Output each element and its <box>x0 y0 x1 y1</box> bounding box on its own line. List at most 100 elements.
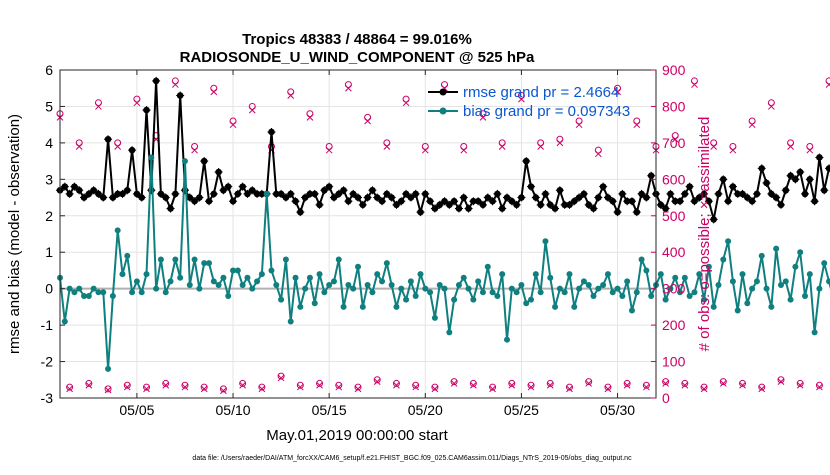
bias-point <box>504 337 510 343</box>
rmse-point-star <box>758 164 766 172</box>
bias-point <box>413 293 419 299</box>
bias-point <box>624 278 630 284</box>
bias-point <box>797 249 803 255</box>
bias-point <box>720 257 726 263</box>
bias-point <box>326 282 332 288</box>
bias-point <box>499 271 505 277</box>
obs-assimilated-point <box>807 147 813 153</box>
bias-point <box>403 297 409 303</box>
bias-point <box>687 293 693 299</box>
bias-point <box>821 260 827 266</box>
bias-point <box>783 278 789 284</box>
bias-point <box>494 293 500 299</box>
bias-point <box>119 271 125 277</box>
y-tick-label: -1 <box>41 317 54 333</box>
rmse-point-star <box>724 197 732 205</box>
bias-point <box>369 289 375 295</box>
obs-assimilated-point <box>788 144 794 150</box>
legend-bias-label: bias grand pr = 0.097343 <box>463 103 630 120</box>
bias-point <box>754 278 760 284</box>
y2-tick-label: 900 <box>662 62 686 78</box>
bias-point <box>71 289 77 295</box>
bias-point <box>485 264 491 270</box>
bias-point <box>293 275 299 281</box>
y2-tick-label: 500 <box>662 208 686 224</box>
bias-point <box>442 286 448 292</box>
bias-point <box>639 257 645 263</box>
x-tick-label: 05/30 <box>600 402 635 418</box>
bias-point <box>773 246 779 252</box>
bias-point <box>235 267 241 273</box>
bias-point <box>610 289 616 295</box>
bias-point <box>302 286 308 292</box>
legend-rmse-marker <box>440 89 447 96</box>
y2-tick-label: 0 <box>662 390 670 406</box>
bias-point <box>422 286 428 292</box>
bias-point <box>816 286 822 292</box>
bias-point <box>220 275 226 281</box>
bias-point <box>528 297 534 303</box>
bias-point <box>158 257 164 263</box>
bias-point <box>566 271 572 277</box>
rmse-point-star <box>719 175 727 183</box>
x-axis-label: May.01,2019 00:00:00 start <box>266 427 448 444</box>
bias-point <box>240 282 246 288</box>
bias-point <box>417 271 423 277</box>
rmse-point-star <box>714 190 722 198</box>
bias-point <box>533 271 539 277</box>
bias-point <box>619 293 625 299</box>
bias-point <box>615 286 621 292</box>
bias-point <box>365 282 371 288</box>
rmse-point-star <box>801 190 809 198</box>
bias-point <box>432 315 438 321</box>
bias-point <box>427 289 433 295</box>
bias-point <box>591 293 597 299</box>
bias-point <box>562 289 568 295</box>
bias-point <box>172 257 178 263</box>
bias-point <box>177 275 183 281</box>
bias-point <box>475 278 481 284</box>
bias-point <box>393 304 399 310</box>
rmse-point-star <box>782 186 790 194</box>
chart-subtitle: RADIOSONDE_U_WIND_COMPONENT @ 525 hPa <box>180 49 535 66</box>
bias-point <box>735 308 741 314</box>
bias-point <box>249 286 255 292</box>
bias-point <box>466 286 472 292</box>
bias-point <box>514 289 520 295</box>
bias-point <box>629 308 635 314</box>
bias-point <box>586 282 592 288</box>
bias-point <box>244 275 250 281</box>
bias-point <box>110 293 116 299</box>
bias-point <box>600 282 606 288</box>
bias-point <box>211 278 217 284</box>
bias-point <box>749 286 755 292</box>
bias-point <box>778 282 784 288</box>
y-tick-label: 5 <box>45 98 53 114</box>
bias-point <box>105 366 111 372</box>
bias-point <box>792 264 798 270</box>
bias-point <box>225 293 231 299</box>
bias-point <box>288 318 294 324</box>
bias-point <box>398 286 404 292</box>
bias-point <box>634 289 640 295</box>
y-tick-label: 0 <box>45 281 53 297</box>
bias-point <box>76 286 82 292</box>
bias-point <box>192 257 198 263</box>
bias-point <box>307 275 313 281</box>
bias-point <box>595 286 601 292</box>
y-tick-label: -3 <box>41 390 54 406</box>
legend-bias-marker <box>440 108 447 115</box>
y-tick-label: 3 <box>45 171 53 187</box>
bias-point <box>67 286 73 292</box>
bias-point <box>812 329 818 335</box>
bias-point <box>715 282 721 288</box>
y2-tick-label: 300 <box>662 281 686 297</box>
obs-assimilated-point <box>826 82 830 88</box>
bias-point <box>148 154 154 160</box>
bias-point <box>807 271 813 277</box>
y2-tick-label: 700 <box>662 135 686 151</box>
bias-point <box>557 286 563 292</box>
bias-point <box>470 297 476 303</box>
bias-point <box>331 278 337 284</box>
